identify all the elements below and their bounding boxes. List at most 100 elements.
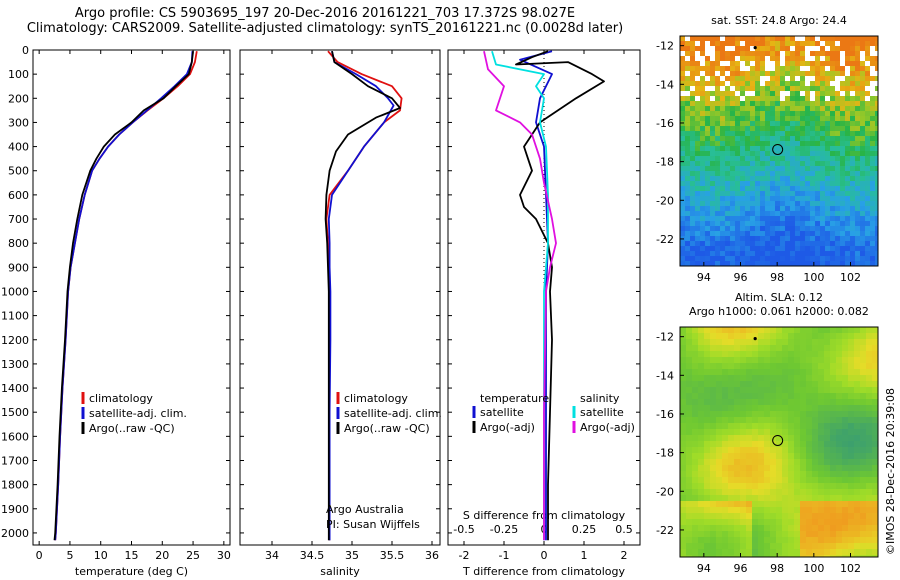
map-cell [758,435,764,441]
map-cell [716,453,722,459]
map-cell [805,206,810,211]
map-cell [700,261,705,266]
map-cell [782,351,788,357]
map-cell [758,471,764,477]
map-cell [800,357,806,363]
map-cell [695,211,700,216]
map-cell [820,46,825,51]
map-cell [790,176,795,181]
legend-title: temperature [480,392,549,405]
map-cell [716,333,722,339]
map-cell [806,489,812,495]
map-cell [680,186,685,191]
map-cell [720,146,725,151]
map-cell [848,519,854,525]
map-cell [728,537,734,543]
map-cell [746,459,752,465]
map-cell [866,363,872,369]
map-cell [710,261,715,266]
map-cell [810,201,815,206]
map-cell [842,417,848,423]
map-cell [758,387,764,393]
map-cell [785,186,790,191]
map-cell [734,495,740,501]
map-cell [794,369,800,375]
map-cell [860,441,866,447]
map-cell [735,81,740,86]
map-cell [785,66,790,71]
map-cell [692,555,698,557]
map-cell [845,46,850,51]
map-cell [715,261,720,266]
map-cell [740,81,745,86]
map-cell [785,136,790,141]
map-cell [758,549,764,555]
map-cell [775,56,780,61]
map-cell [725,181,730,186]
map-cell [860,221,865,226]
map-cell [700,231,705,236]
map-cell [722,375,728,381]
map-cell [730,166,735,171]
map-cell [710,116,715,121]
map-cell [835,106,840,111]
map-cell [758,405,764,411]
map-cell [715,141,720,146]
map-cell [782,471,788,477]
map-cell [764,441,770,447]
map-cell [845,126,850,131]
map-cell [835,96,840,101]
map-cell [824,435,830,441]
map-cell [836,537,842,543]
map-cell [685,231,690,236]
map-cell [715,36,720,41]
x-tick-label: 35 [345,549,359,562]
map-cell [860,241,865,246]
map-cell [692,333,698,339]
map-cell [795,41,800,46]
map-cell [788,537,794,543]
map-cell [735,161,740,166]
map-cell [690,211,695,216]
map-cell [850,61,855,66]
map-cell [825,36,830,41]
map-cell [700,51,705,56]
map-cell [850,126,855,131]
map-cell [686,531,692,537]
map-cell [695,121,700,126]
map-cell [776,447,782,453]
map-cell [746,345,752,351]
map-cell [865,166,870,171]
map-cell [866,411,872,417]
map-cell [740,387,746,393]
map-cell [860,96,865,101]
map-cell [692,351,698,357]
map-cell [775,61,780,66]
map-cell [835,186,840,191]
map-cell [790,191,795,196]
map-cell [716,531,722,537]
map-cell [810,106,815,111]
map-cell [686,405,692,411]
map-cell [725,136,730,141]
map-cell [735,146,740,151]
map-cell [685,81,690,86]
map-cell [855,106,860,111]
map-cell [680,507,686,513]
map-cell [692,381,698,387]
map-cell [806,369,812,375]
map-cell [680,41,685,46]
map-cell [815,101,820,106]
map-cell [710,246,715,251]
map-cell [805,251,810,256]
map-cell [752,525,758,531]
map-cell [824,447,830,453]
map-cell [830,507,836,513]
map-cell [704,435,710,441]
map-cell [872,501,878,507]
map-cell [818,555,824,557]
map-cell [795,61,800,66]
map-cell [775,166,780,171]
y-tick-label: 1600 [1,430,29,443]
map-cell [806,519,812,525]
